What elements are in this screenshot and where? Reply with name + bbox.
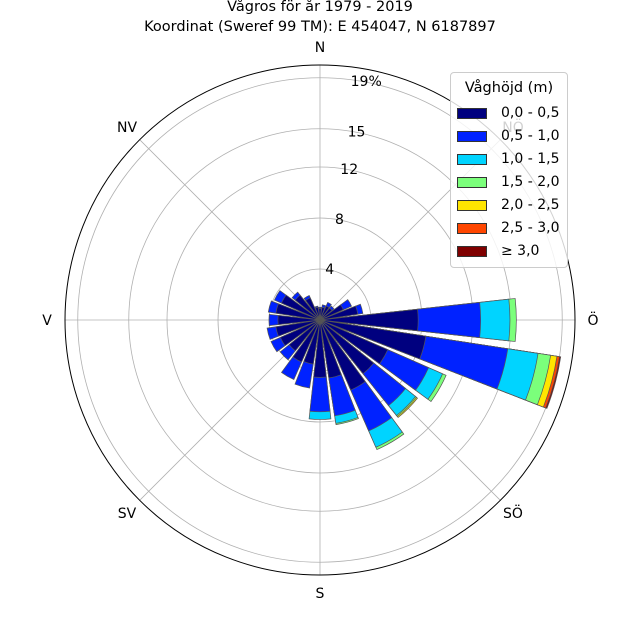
rose-bar-segment [319, 308, 419, 332]
radial-tick-label: 15 [348, 124, 366, 140]
legend-swatch [457, 130, 487, 142]
rose-bar-segment [319, 305, 359, 321]
rose-bar-segment [319, 319, 342, 379]
legend-label: 0,5 - 1,0 [501, 128, 560, 144]
rose-bar-segment [319, 319, 366, 391]
legend-swatch [457, 153, 487, 165]
rose-bar-segment [277, 314, 321, 326]
polar-outer-boundary [64, 64, 576, 576]
direction-label: V [42, 313, 52, 329]
legend-label: 0,0 - 0,5 [501, 105, 560, 121]
rose-bar-segment [319, 319, 389, 365]
legend-swatch [457, 199, 487, 211]
direction-label: Ö [587, 311, 598, 329]
rose-bar-segment [305, 297, 321, 321]
chart-title: Vågros för år 1979 - 2019 [227, 0, 413, 15]
rose-bar-segment [319, 307, 333, 321]
rose-bar-segment [319, 319, 375, 375]
legend: Våghöjd (m) 0,0 - 0,5 0,5 - 1,0 1,0 - 1,… [450, 72, 568, 268]
rose-bar-segment [303, 319, 321, 365]
rose-bar-segment [288, 319, 321, 352]
rose-bar-segment [313, 319, 327, 378]
wave-rose-bars [266, 290, 562, 451]
legend-label: ≥ 3,0 [501, 243, 540, 259]
rose-bar-segment [275, 303, 321, 321]
direction-label: SV [118, 506, 137, 522]
legend-item: 2,5 - 3,0 [457, 218, 559, 238]
grid-spoke [139, 139, 321, 321]
legend-title: Våghöjd (m) [464, 80, 554, 96]
rose-bar-segment [294, 294, 321, 321]
direction-label: N [315, 40, 325, 56]
legend-item: 2,0 - 2,5 [457, 195, 559, 215]
legend-label: 1,5 - 2,0 [501, 174, 560, 190]
legend-label: 1,0 - 1,5 [501, 151, 560, 167]
direction-label: S [316, 586, 325, 602]
radial-tick-label: 4 [325, 262, 334, 278]
legend-swatch [457, 222, 487, 234]
radial-tick-label: 19% [351, 74, 382, 90]
rose-bar-segment [281, 294, 321, 321]
legend-item: ≥ 3,0 [457, 241, 539, 261]
legend-swatch [457, 245, 487, 257]
direction-label: NV [117, 120, 137, 136]
rose-bar-segment [279, 319, 321, 347]
legend-item: 0,5 - 1,0 [457, 126, 559, 146]
radial-tick-label: 12 [340, 162, 358, 178]
chart-subtitle: Koordinat (Sweref 99 TM): E 454047, N 61… [144, 19, 496, 35]
legend-label: 2,0 - 2,5 [501, 197, 560, 213]
rose-bar-segment [319, 305, 330, 321]
legend-swatch [457, 176, 487, 188]
legend-item: 1,5 - 2,0 [457, 172, 559, 192]
legend-item: 0,0 - 0,5 [457, 103, 559, 123]
rose-bar-segment [275, 319, 321, 337]
legend-swatch [457, 107, 487, 119]
legend-item: 1,0 - 1,5 [457, 149, 559, 169]
rose-bar-segment [319, 319, 427, 360]
rose-bar-segment [319, 304, 344, 321]
direction-label: SÖ [503, 504, 523, 522]
rose-bar-segment [318, 308, 322, 321]
rose-bar-segment [292, 319, 321, 363]
radial-tick-label: 8 [335, 212, 344, 228]
rose-bar-segment [314, 307, 321, 321]
legend-label: 2,5 - 3,0 [501, 220, 560, 236]
